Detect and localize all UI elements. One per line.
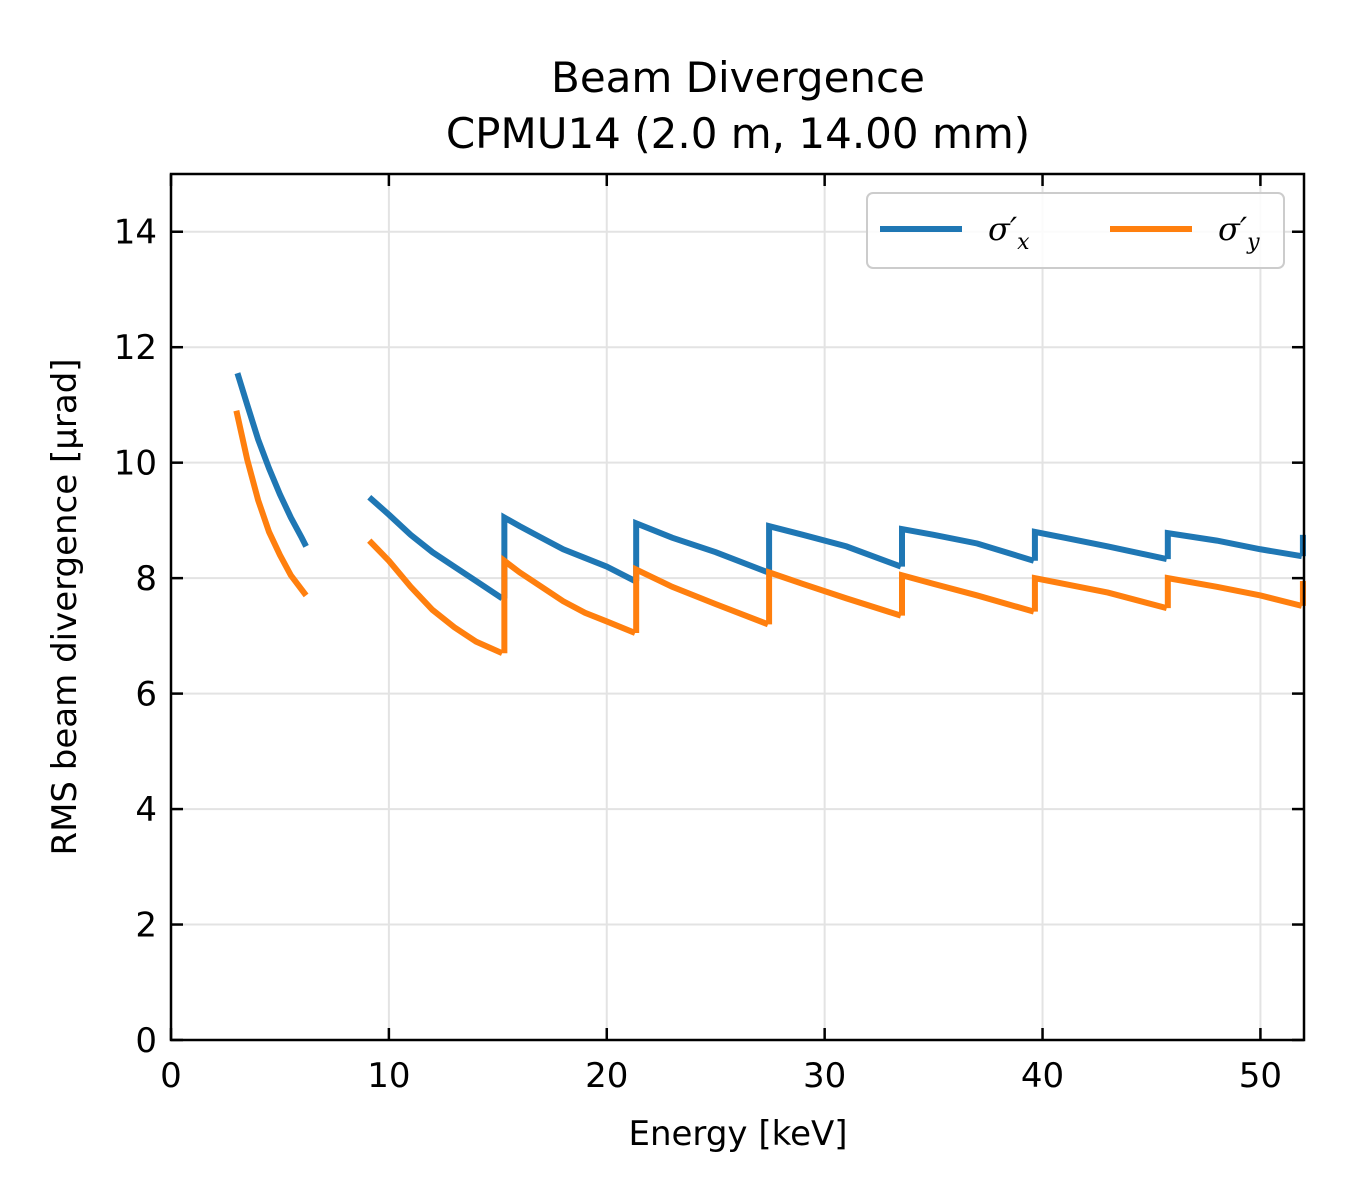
legend-label-sigma-x: σ′x bbox=[988, 210, 1030, 255]
series-line-segment bbox=[501, 554, 637, 654]
series-line-segment bbox=[633, 518, 770, 582]
legend-label-sigma-x-base: σ′ bbox=[988, 210, 1018, 248]
y-tick-label: 6 bbox=[135, 675, 157, 715]
series-line-segment bbox=[233, 410, 309, 598]
series-0 bbox=[234, 372, 1306, 601]
grid bbox=[170, 174, 1304, 1041]
legend-label-sigma-y: σ′y bbox=[1218, 210, 1260, 255]
series-line-segment bbox=[899, 525, 1035, 567]
series-line-segment bbox=[1031, 574, 1168, 612]
x-axis-label: Energy [keV] bbox=[628, 1114, 847, 1154]
chart-title-line-2: CPMU14 (2.0 m, 14.00 mm) bbox=[446, 109, 1030, 158]
series-1 bbox=[233, 410, 1306, 656]
y-tick-label: 4 bbox=[135, 790, 157, 830]
legend-label-sigma-x-sub: x bbox=[1017, 230, 1030, 255]
series-line-segment bbox=[501, 512, 637, 599]
y-axis-label: RMS beam divergence [μrad] bbox=[45, 358, 85, 855]
y-tick-label: 2 bbox=[135, 906, 157, 946]
series-line-segment bbox=[1164, 574, 1303, 609]
x-tick-label: 30 bbox=[803, 1056, 846, 1096]
series-line-segment bbox=[766, 568, 902, 625]
series-line-segment bbox=[633, 564, 770, 633]
legend-label-sigma-y-sub: y bbox=[1246, 230, 1260, 255]
x-tick-label: 20 bbox=[585, 1056, 628, 1096]
plot-frame bbox=[169, 172, 1306, 1042]
x-tick-label: 10 bbox=[367, 1056, 410, 1096]
chart-title-line-1: Beam Divergence bbox=[551, 53, 925, 102]
y-tick-label: 10 bbox=[114, 444, 157, 484]
legend: σ′x σ′y bbox=[866, 192, 1285, 269]
series-group bbox=[233, 372, 1306, 656]
legend-label-sigma-y-base: σ′ bbox=[1218, 210, 1248, 248]
series-line-segment bbox=[899, 571, 1035, 616]
series-line-segment bbox=[1031, 528, 1168, 563]
x-tick-label: 0 bbox=[160, 1056, 182, 1096]
series-line-segment bbox=[234, 372, 309, 548]
x-tick-label: 40 bbox=[1021, 1056, 1064, 1096]
ticks: 0 10 20 30 40 50 0 2 4 6 8 10 12 14 bbox=[114, 174, 1304, 1096]
y-tick-label: 12 bbox=[114, 328, 157, 368]
legend-box bbox=[866, 192, 1285, 269]
series-line-segment bbox=[1164, 529, 1303, 560]
series-line-segment bbox=[367, 495, 504, 601]
y-tick-label: 14 bbox=[114, 213, 157, 253]
series-line-segment bbox=[367, 538, 504, 656]
x-tick-label: 50 bbox=[1239, 1056, 1282, 1096]
series-line-segment bbox=[766, 522, 902, 573]
y-tick-label: 8 bbox=[135, 559, 157, 599]
y-tick-label: 0 bbox=[135, 1021, 157, 1061]
